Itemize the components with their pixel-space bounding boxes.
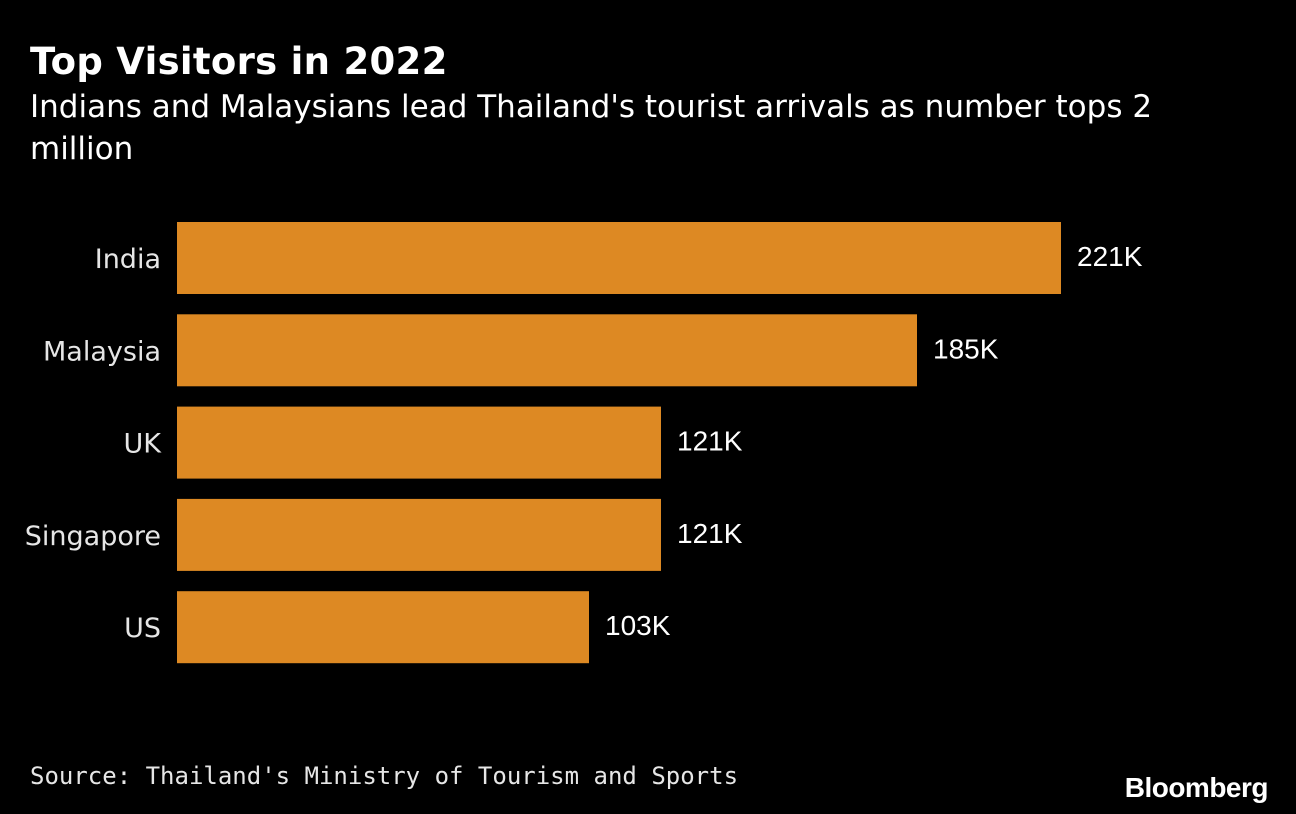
value-label: 185K (933, 333, 999, 364)
value-label: 221K (1077, 241, 1143, 272)
source-note: Source: Thailand's Ministry of Tourism a… (30, 762, 739, 790)
category-label: India (95, 244, 161, 275)
chart-subtitle: Indians and Malaysians lead Thailand's t… (30, 89, 1153, 167)
value-label: 103K (605, 610, 671, 641)
bar-us (177, 591, 589, 664)
bar-india (177, 222, 1061, 294)
category-label: UK (124, 429, 163, 460)
bar-malaysia (177, 314, 917, 387)
value-label: 121K (677, 426, 743, 457)
category-label: Malaysia (43, 336, 161, 367)
category-label: Singapore (25, 521, 161, 552)
value-label: 121K (677, 518, 743, 549)
category-label: US (124, 613, 161, 644)
bar-singapore (177, 498, 661, 571)
bar-uk (177, 406, 661, 479)
chart-title: Top Visitors in 2022 (30, 40, 448, 83)
bloomberg-logo: Bloomberg (1124, 772, 1269, 803)
